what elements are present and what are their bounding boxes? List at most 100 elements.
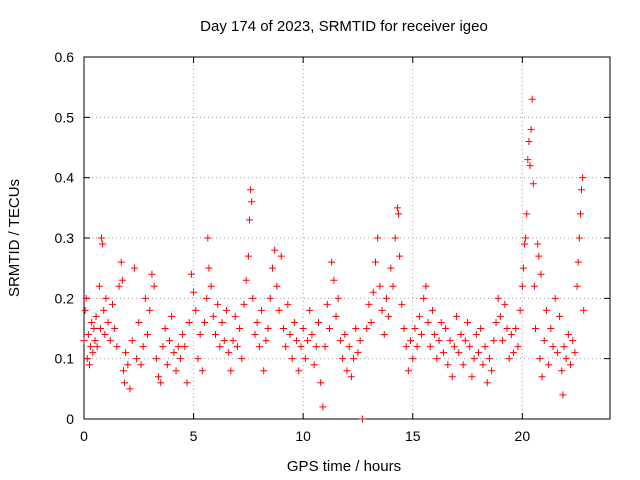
- data-point: [130, 264, 138, 272]
- data-point: [260, 367, 268, 375]
- data-point: [442, 325, 450, 332]
- data-point: [428, 306, 436, 314]
- data-point: [315, 318, 323, 326]
- data-point: [526, 162, 534, 170]
- data-point: [150, 282, 158, 290]
- data-point: [117, 258, 125, 266]
- data-point: [363, 325, 371, 332]
- data-point: [525, 137, 533, 145]
- data-point: [135, 318, 143, 326]
- data-point: [165, 337, 173, 345]
- data-point: [516, 306, 524, 314]
- data-point: [367, 318, 375, 326]
- x-tick-label: 15: [405, 428, 421, 444]
- data-point: [382, 294, 390, 302]
- data-point: [518, 282, 526, 290]
- data-point: [203, 294, 211, 302]
- data-point: [198, 367, 206, 375]
- data-point: [496, 312, 504, 320]
- data-point: [374, 234, 382, 242]
- data-point: [126, 385, 134, 393]
- data-point: [253, 318, 261, 326]
- data-point: [100, 306, 108, 314]
- data-point: [547, 325, 555, 332]
- data-point: [457, 331, 465, 339]
- data-point: [80, 337, 88, 345]
- data-point: [229, 337, 237, 345]
- data-point: [293, 337, 301, 345]
- data-point: [82, 294, 90, 302]
- data-point: [194, 355, 202, 363]
- data-point: [113, 343, 121, 351]
- data-point: [464, 318, 472, 326]
- data-point: [472, 331, 480, 339]
- data-point: [371, 258, 379, 266]
- data-point: [255, 343, 263, 351]
- data-point: [214, 300, 222, 308]
- data-point: [174, 343, 182, 351]
- data-point: [455, 349, 463, 357]
- data-point: [247, 186, 255, 194]
- data-point: [190, 288, 198, 296]
- data-point: [545, 361, 553, 369]
- data-point: [319, 403, 327, 411]
- data-point: [356, 337, 364, 345]
- data-point: [89, 349, 97, 357]
- data-point: [435, 337, 443, 345]
- data-point: [251, 331, 259, 339]
- data-point: [537, 270, 545, 278]
- data-point: [350, 355, 358, 363]
- data-point: [536, 355, 544, 363]
- data-point: [330, 276, 338, 284]
- data-point: [144, 331, 152, 339]
- data-point: [558, 367, 566, 375]
- ticks-layer: 0 0.1 0.2 0.3 0.4 0.5 0.6 0 5 10 15 20: [55, 49, 610, 444]
- data-point: [98, 234, 106, 242]
- data-point: [499, 337, 507, 345]
- data-point: [101, 331, 109, 339]
- data-point: [481, 343, 489, 351]
- data-point: [514, 343, 522, 351]
- data-point: [534, 240, 542, 248]
- data-point: [433, 355, 441, 363]
- data-point: [104, 318, 112, 326]
- data-point: [248, 198, 256, 206]
- data-point: [273, 282, 281, 290]
- data-point: [262, 337, 270, 345]
- data-point: [201, 318, 209, 326]
- data-point: [400, 325, 408, 332]
- data-point: [553, 349, 561, 357]
- data-point: [450, 343, 458, 351]
- data-point: [238, 355, 246, 363]
- data-point: [236, 325, 244, 332]
- data-point: [172, 367, 180, 375]
- data-point: [244, 252, 252, 260]
- data-point: [209, 312, 217, 320]
- data-point: [529, 180, 537, 188]
- data-point: [185, 318, 193, 326]
- data-point: [503, 325, 511, 332]
- data-point: [411, 325, 419, 332]
- data-point: [242, 276, 250, 284]
- x-tick-label: 0: [80, 428, 88, 444]
- data-point: [461, 337, 469, 345]
- data-point: [415, 312, 423, 320]
- data-point: [453, 312, 461, 320]
- data-point: [220, 337, 228, 345]
- data-point: [216, 343, 224, 351]
- data-point: [505, 355, 513, 363]
- data-point: [225, 349, 233, 357]
- data-point-outlier: [358, 415, 366, 423]
- data-point: [258, 306, 266, 314]
- data-point: [540, 337, 548, 345]
- data-point: [475, 349, 482, 357]
- data-point: [108, 300, 116, 308]
- data-point: [579, 174, 587, 182]
- data-point: [444, 361, 452, 369]
- data-point: [549, 343, 557, 351]
- data-point: [431, 331, 439, 339]
- data-point: [404, 367, 412, 375]
- data-point: [84, 331, 92, 339]
- data-point: [538, 373, 546, 381]
